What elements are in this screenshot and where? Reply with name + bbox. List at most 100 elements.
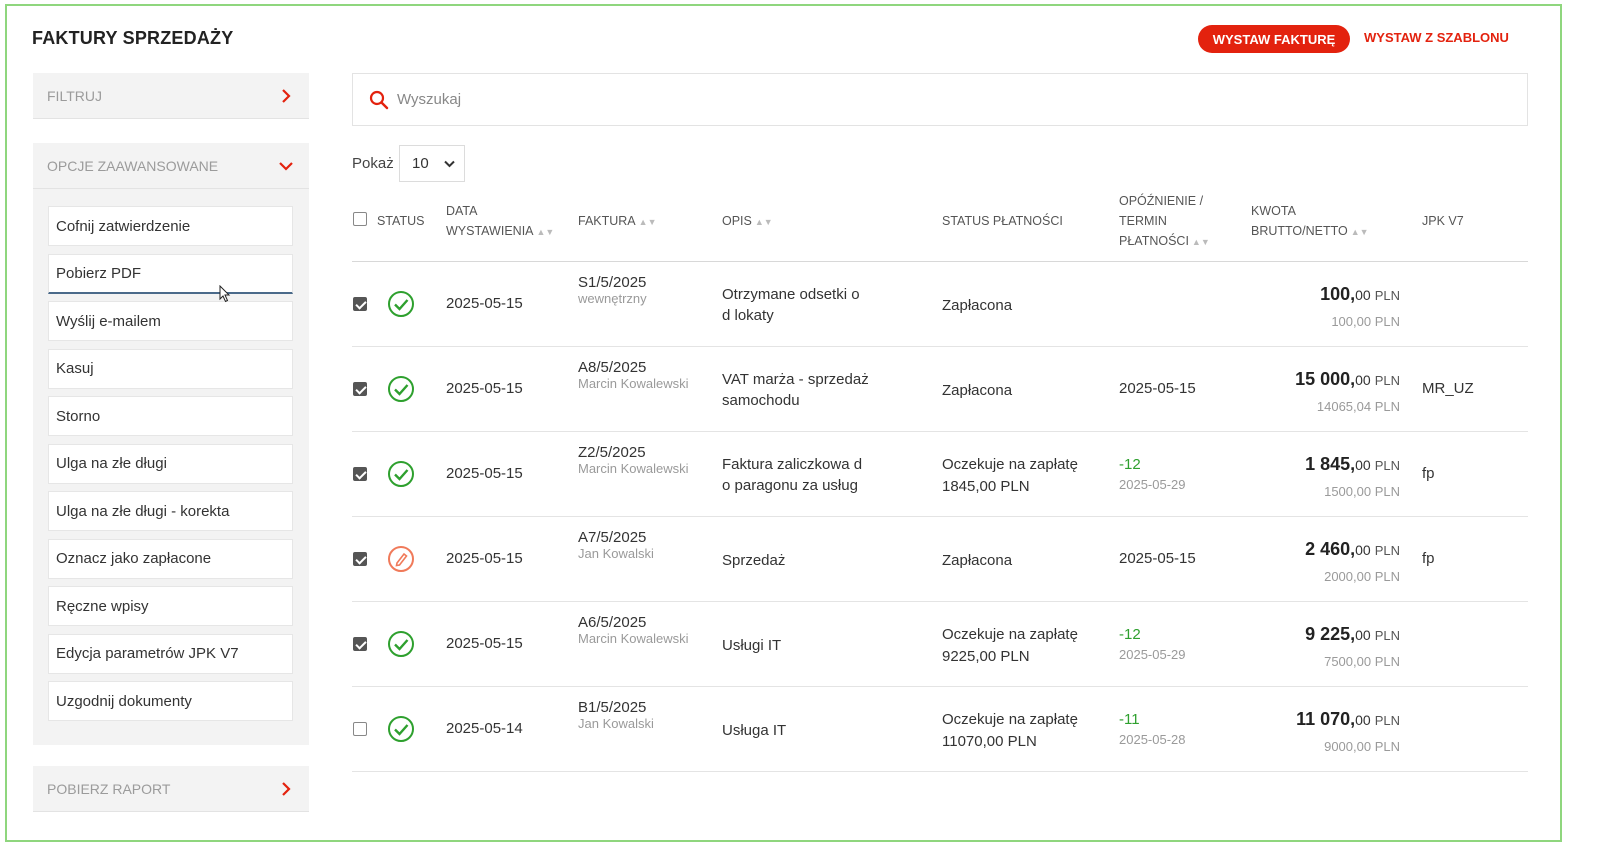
payment-status: Zapłacona — [942, 550, 1012, 572]
invoice-number[interactable]: A7/5/2025 Jan Kowalski — [578, 529, 654, 561]
issue-date: 2025-05-15 — [446, 380, 523, 397]
sort-icon: ▲▼ — [638, 217, 657, 227]
gross-amount: 9 225,00 PLN — [1305, 624, 1400, 645]
description-line1: Otrzymane odsetki o — [722, 286, 860, 303]
draft-edit-icon — [388, 546, 414, 572]
advanced-options-toggle[interactable]: OPCJE ZAAWANSOWANE — [33, 143, 309, 189]
invoice-number-text: A8/5/2025 — [578, 359, 647, 376]
payment-delay: -12 2025-05-29 — [1119, 456, 1186, 492]
gross-amount-integer: 2 460, — [1305, 539, 1356, 559]
issue-from-template-link[interactable]: WYSTAW Z SZABLONU — [1364, 30, 1509, 45]
page-size-select[interactable]: 10 — [399, 145, 465, 182]
net-amount: 100,00 PLN — [1331, 314, 1400, 329]
invoice-number[interactable]: A6/5/2025 Marcin Kowalewski — [578, 614, 689, 646]
row-checkbox[interactable] — [353, 382, 367, 396]
description-line1: Usługi IT — [722, 637, 782, 654]
page-title: FAKTURY SPRZEDAŻY — [32, 28, 234, 48]
gross-amount: 15 000,00 PLN — [1295, 369, 1400, 390]
search-input[interactable] — [397, 91, 997, 108]
table-row[interactable]: 2025-05-15 A6/5/2025 Marcin Kowalewski Usłu… — [352, 602, 1528, 687]
currency: PLN — [1374, 288, 1400, 303]
description-line1: Sprzedaż — [722, 552, 786, 569]
invoice-author: Jan Kowalski — [578, 546, 654, 561]
action-undo-approval[interactable]: Cofnij zatwierdzenie — [48, 206, 293, 246]
payment-status: Oczekuje na zapłatę 11070,00 PLN — [942, 709, 1078, 753]
invoice-number-text: B1/5/2025 — [578, 699, 647, 716]
gross-amount-decimal: 00 — [1355, 457, 1371, 473]
invoice-description: Sprzedaż — [722, 550, 785, 571]
table-row[interactable]: 2025-05-15 A8/5/2025 Marcin Kowalewski VAT … — [352, 347, 1528, 432]
gross-amount-integer: 15 000, — [1295, 369, 1356, 389]
action-bad-debt-relief[interactable]: Ulga na złe długi — [48, 443, 293, 484]
payment-amount-due: 9225,00 PLN — [942, 648, 1030, 665]
page-size-label: Pokaż — [352, 155, 394, 172]
row-checkbox[interactable] — [353, 637, 367, 651]
table-row[interactable]: 2025-05-15 S1/5/2025 wewnętrzny Otrzymane o… — [352, 262, 1528, 347]
delay-days: -12 — [1119, 626, 1141, 643]
action-send-email[interactable]: Wyślij e-mailem — [48, 301, 293, 341]
search-icon — [369, 90, 389, 109]
invoice-number[interactable]: S1/5/2025 wewnętrzny — [578, 274, 647, 306]
net-amount: 2000,00 PLN — [1324, 569, 1400, 584]
action-bad-debt-relief-correction[interactable]: Ulga na złe długi - korekta — [48, 491, 293, 531]
action-storno[interactable]: Storno — [48, 396, 293, 436]
jpk-code: fp — [1422, 550, 1435, 567]
invoice-description: Usługa IT — [722, 720, 786, 741]
gross-amount: 2 460,00 PLN — [1305, 539, 1400, 560]
download-report-toggle[interactable]: POBIERZ RAPORT — [33, 766, 309, 812]
invoice-number-text: Z2/5/2025 — [578, 444, 646, 461]
gross-amount-integer: 9 225, — [1305, 624, 1356, 644]
row-checkbox[interactable] — [353, 552, 367, 566]
jpk-code: MR_UZ — [1422, 380, 1474, 397]
payment-status-text: Zapłacona — [942, 382, 1013, 399]
action-reconcile-documents[interactable]: Uzgodnij dokumenty — [48, 681, 293, 721]
chevron-down-icon — [279, 159, 293, 173]
payment-delay: -12 2025-05-29 — [1119, 626, 1186, 662]
description-line1: Usługa IT — [722, 722, 787, 739]
currency: PLN — [1374, 713, 1400, 728]
col-amount[interactable]: KWOTA BRUTTO/NETTO ▲▼ — [1251, 201, 1369, 242]
filter-panel-toggle[interactable]: FILTRUJ — [33, 73, 309, 119]
action-edit-jpk-params[interactable]: Edycja parametrów JPK V7 — [48, 633, 293, 674]
net-amount: 1500,00 PLN — [1324, 484, 1400, 499]
row-checkbox[interactable] — [353, 467, 367, 481]
gross-amount-decimal: 00 — [1355, 287, 1371, 303]
col-description[interactable]: OPIS ▲▼ — [722, 211, 773, 232]
col-invoice[interactable]: FAKTURA ▲▼ — [578, 211, 656, 232]
action-download-pdf[interactable]: Pobierz PDF — [48, 253, 293, 294]
payment-status: Zapłacona — [942, 380, 1012, 402]
description-line2: o paragonu za usług — [722, 477, 858, 494]
due-date: 2025-05-15 — [1119, 380, 1196, 397]
invoice-description: Faktura zaliczkowa d o paragonu za usług — [722, 454, 862, 496]
action-mark-paid[interactable]: Oznacz jako zapłacone — [48, 538, 293, 579]
payment-status-text: Oczekuje na zapłatę — [942, 711, 1078, 728]
invoice-number[interactable]: A8/5/2025 Marcin Kowalewski — [578, 359, 689, 391]
table-row[interactable]: 2025-05-15 Z2/5/2025 Marcin Kowalewski Fakt… — [352, 432, 1528, 517]
action-manual-entries[interactable]: Ręczne wpisy — [48, 586, 293, 626]
col-payment-status: STATUS PŁATNOŚCI — [942, 214, 1063, 228]
gross-amount: 100,00 PLN — [1320, 284, 1400, 305]
invoice-number[interactable]: Z2/5/2025 Marcin Kowalewski — [578, 444, 689, 476]
action-delete[interactable]: Kasuj — [48, 348, 293, 389]
col-issue-date[interactable]: DATA WYSTAWIENIA ▲▼ — [446, 201, 554, 242]
select-all-checkbox[interactable] — [353, 212, 367, 226]
col-jpk: JPK V7 — [1422, 214, 1464, 228]
table-row[interactable]: 2025-05-15 A7/5/2025 Jan Kowalski Sprzedaż Z… — [352, 517, 1528, 602]
download-report-label: POBIERZ RAPORT — [47, 780, 171, 797]
due-date: 2025-05-15 — [1119, 550, 1196, 567]
payment-status-text: Zapłacona — [942, 552, 1013, 569]
row-checkbox[interactable] — [353, 722, 367, 736]
col-delay[interactable]: OPÓŹNIENIE / TERMIN PŁATNOŚCI ▲▼ — [1119, 191, 1210, 252]
invoice-number[interactable]: B1/5/2025 Jan Kowalski — [578, 699, 654, 731]
gross-amount-decimal: 00 — [1355, 372, 1371, 388]
currency: PLN — [1374, 628, 1400, 643]
row-checkbox[interactable] — [353, 297, 367, 311]
table-row[interactable]: 2025-05-14 B1/5/2025 Jan Kowalski Usługa IT… — [352, 687, 1528, 772]
delay-days: -11 — [1119, 711, 1140, 728]
invoice-author: Jan Kowalski — [578, 716, 654, 731]
advanced-options-label: OPCJE ZAAWANSOWANE — [47, 157, 219, 174]
sort-icon: ▲▼ — [536, 227, 555, 237]
due-date: 2025-05-28 — [1119, 732, 1186, 747]
issue-invoice-button[interactable]: WYSTAW FAKTURĘ — [1198, 25, 1350, 53]
due-date: 2025-05-29 — [1119, 647, 1186, 662]
